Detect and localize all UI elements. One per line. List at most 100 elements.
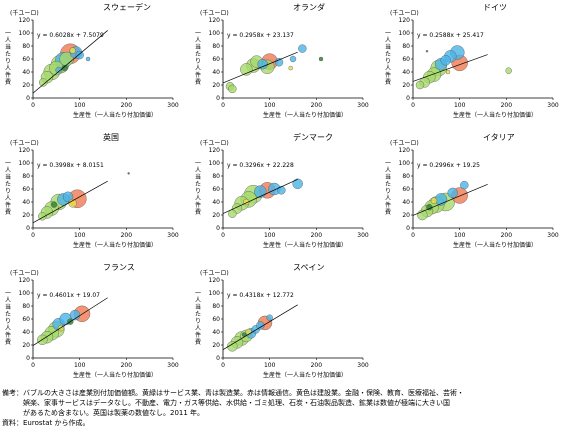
y-tick-label: 120 bbox=[209, 277, 221, 284]
bubble-point bbox=[127, 172, 130, 175]
y-tick-label: 20 bbox=[22, 82, 30, 89]
y-tick-label: 20 bbox=[212, 342, 220, 349]
chart-panel: 0 20 40 60 80 100 120 0 100 200 300 オランダ (千ユーロ) 一人当たり… bbox=[190, 0, 375, 125]
chart-panel: 0 20 40 60 80 100 120 0 100 200 300 スペイン (千ユーロ) 一人当たり… bbox=[190, 260, 375, 385]
x-tick-label: 0 bbox=[221, 232, 225, 239]
x-tick-label: 100 bbox=[454, 232, 466, 239]
x-tick-label: 200 bbox=[311, 362, 323, 369]
y-unit-label: (千ユーロ) bbox=[200, 270, 229, 277]
bubble-point bbox=[447, 187, 458, 199]
y-tick-label: 20 bbox=[402, 212, 410, 219]
x-tick-label: 0 bbox=[411, 102, 415, 109]
y-tick-label: 80 bbox=[22, 43, 30, 50]
y-unit-label: (千ユーロ) bbox=[200, 140, 229, 147]
y-tick-label: 120 bbox=[399, 147, 411, 154]
chart-title: イタリア bbox=[483, 133, 515, 142]
trend-equation: y = 0.2996x + 19.25 bbox=[417, 162, 480, 169]
y-axis-label: 一人当たり人件費 bbox=[4, 160, 11, 216]
x-axis-label: 生産性（一人当たり付加価値） bbox=[453, 112, 538, 119]
y-tick-label: 60 bbox=[22, 316, 30, 323]
x-tick-label: 200 bbox=[121, 232, 133, 239]
y-tick-label: 60 bbox=[22, 56, 30, 63]
y-axis-label: 一人当たり人件費 bbox=[194, 160, 201, 216]
trend-line bbox=[222, 304, 298, 350]
x-tick-label: 300 bbox=[167, 362, 179, 369]
bubble-point bbox=[274, 58, 284, 67]
bubble-point bbox=[241, 332, 247, 337]
trend-line bbox=[412, 54, 488, 82]
x-tick-label: 100 bbox=[74, 232, 86, 239]
chart-svg: 0 20 40 60 80 100 120 0 100 200 300 bbox=[209, 277, 369, 369]
x-axis-label: 生産性（一人当たり付加価値） bbox=[263, 372, 348, 379]
chart-panel: 0 20 40 60 80 100 120 0 100 200 300 英国 (千ユーロ) 一人当たり人件… bbox=[0, 130, 185, 255]
y-tick-label: 20 bbox=[212, 212, 220, 219]
bubble-point bbox=[298, 44, 307, 53]
x-tick-label: 0 bbox=[221, 102, 225, 109]
y-tick-label: 80 bbox=[212, 173, 220, 180]
bubble-point bbox=[50, 201, 58, 208]
x-tick-label: 300 bbox=[167, 102, 179, 109]
y-tick-label: 40 bbox=[212, 69, 220, 76]
chart-panel: 0 20 40 60 80 100 120 0 100 200 300 イタリア (千ユーロ) 一人当たり… bbox=[380, 130, 565, 255]
bubble-point bbox=[62, 191, 74, 203]
trend-equation: y = 0.2588x + 25.417 bbox=[417, 32, 484, 39]
chart-svg: 0 20 40 60 80 100 120 0 100 200 300 bbox=[19, 277, 179, 369]
x-axis-label: 生産性（一人当たり付加価値） bbox=[73, 242, 158, 249]
note-line: 資料：Eurostat から作成。 bbox=[2, 419, 90, 427]
x-tick-label: 100 bbox=[264, 232, 276, 239]
x-tick-label: 200 bbox=[311, 232, 323, 239]
chart-title: オランダ bbox=[293, 3, 325, 12]
y-tick-label: 20 bbox=[212, 82, 220, 89]
trend-line bbox=[222, 178, 298, 214]
bubble-point bbox=[277, 186, 286, 195]
y-tick-label: 20 bbox=[22, 342, 30, 349]
y-tick-label: 40 bbox=[402, 69, 410, 76]
x-tick-label: 0 bbox=[31, 102, 35, 109]
y-tick-label: 60 bbox=[22, 186, 30, 193]
x-tick-label: 300 bbox=[357, 102, 369, 109]
y-tick-label: 80 bbox=[212, 43, 220, 50]
y-tick-label: 40 bbox=[402, 199, 410, 206]
bubble-point bbox=[75, 50, 84, 60]
y-tick-label: 20 bbox=[22, 212, 30, 219]
y-tick-label: 40 bbox=[22, 69, 30, 76]
chart-title: スペイン bbox=[293, 263, 325, 272]
x-tick-label: 200 bbox=[311, 102, 323, 109]
bubble-point bbox=[228, 209, 237, 218]
chart-panel: 0 20 40 60 80 100 120 0 100 200 300 フランス (千ユーロ) 一人当たり… bbox=[0, 260, 185, 385]
x-axis-label: 生産性（一人当たり付加価値） bbox=[73, 372, 158, 379]
x-tick-label: 100 bbox=[264, 102, 276, 109]
x-tick-label: 0 bbox=[31, 362, 35, 369]
bubble-point bbox=[460, 180, 469, 190]
y-tick-label: 120 bbox=[209, 147, 221, 154]
trend-line bbox=[32, 30, 108, 94]
y-tick-label: 60 bbox=[402, 56, 410, 63]
y-tick-label: 100 bbox=[209, 160, 221, 167]
bubble-point bbox=[289, 55, 297, 63]
y-unit-label: (千ユーロ) bbox=[10, 140, 39, 147]
y-unit-label: (千ユーロ) bbox=[10, 10, 39, 17]
x-tick-label: 0 bbox=[411, 232, 415, 239]
y-tick-label: 0 bbox=[26, 355, 30, 362]
y-tick-label: 0 bbox=[406, 95, 410, 102]
y-unit-label: (千ユーロ) bbox=[390, 140, 419, 147]
y-tick-label: 0 bbox=[406, 225, 410, 232]
y-tick-label: 40 bbox=[212, 199, 220, 206]
bubble-point bbox=[38, 212, 47, 221]
y-unit-label: (千ユーロ) bbox=[390, 10, 419, 17]
x-tick-label: 200 bbox=[501, 232, 513, 239]
bubble-point bbox=[430, 197, 438, 204]
y-tick-label: 100 bbox=[19, 30, 31, 37]
chart-svg: 0 20 40 60 80 100 120 0 100 200 300 bbox=[209, 17, 369, 109]
y-tick-label: 120 bbox=[19, 17, 31, 24]
y-tick-label: 120 bbox=[399, 17, 411, 24]
y-axis-label: 一人当たり人件費 bbox=[384, 30, 391, 86]
y-tick-label: 80 bbox=[402, 173, 410, 180]
bubble-point bbox=[288, 65, 293, 71]
y-tick-label: 100 bbox=[19, 160, 31, 167]
x-tick-label: 0 bbox=[31, 232, 35, 239]
y-tick-label: 0 bbox=[216, 225, 220, 232]
bubble-point bbox=[39, 78, 48, 87]
chart-title: ドイツ bbox=[483, 3, 507, 12]
x-tick-label: 100 bbox=[264, 362, 276, 369]
